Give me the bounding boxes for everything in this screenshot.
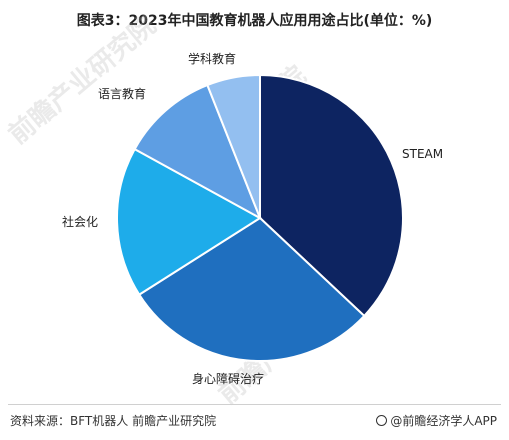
chart-title: 图表3：2023年中国教育机器人应用用途占比(单位：%)	[76, 13, 433, 29]
footer-divider	[8, 404, 501, 405]
slice-label-subject: 学科教育	[188, 52, 237, 66]
brand-logo-icon	[376, 415, 388, 426]
slice-label-therapy: 身心障碍治疗	[192, 372, 265, 386]
pie-slice-steam	[259, 73, 404, 318]
slice-label-language: 语言教育	[98, 87, 147, 101]
source-note: 资料来源：BFT机器人 前瞻产业研究院	[10, 414, 217, 428]
pie-slice-social	[116, 147, 262, 297]
pie-slice-therapy	[137, 216, 366, 362]
brand-text: @前瞻经济学人APP	[390, 414, 497, 428]
slice-label-social: 社会化	[62, 215, 99, 229]
brand: @前瞻经济学人APP	[376, 412, 497, 429]
slice-label-steam: STEAM	[402, 147, 444, 161]
pie-slice-subject	[206, 73, 261, 219]
pie-slice-language	[133, 83, 262, 221]
